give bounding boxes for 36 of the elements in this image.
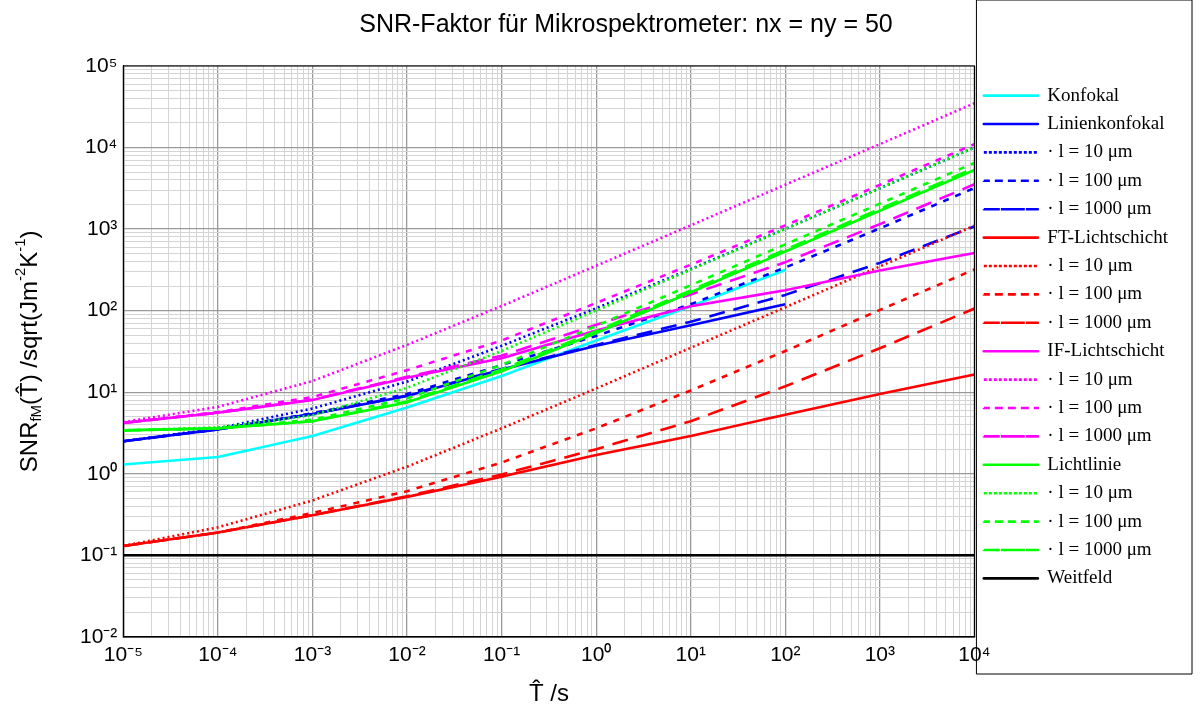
y-axis-title: SNRfM(T̂) /sqrt(Jm-2K-1)	[11, 230, 45, 473]
legend-label: · l = 100 μm	[1047, 509, 1143, 531]
legend-label: Konfokal	[1047, 83, 1120, 105]
y-tick-label: 10³	[86, 215, 118, 239]
legend-label: · l = 100 μm	[1047, 282, 1143, 304]
legend-label: · l = 100 μm	[1047, 168, 1143, 190]
legend-label: · l = 100 μm	[1047, 395, 1143, 417]
legend-label: Weitfeld	[1047, 566, 1113, 588]
x-tick-label: 10²	[770, 642, 801, 666]
legend-label: · l = 1000 μm	[1047, 537, 1152, 559]
y-tick-label: 10¹	[86, 378, 118, 402]
y-tick-label: 10⁰	[86, 460, 118, 484]
legend-label: · l = 1000 μm	[1047, 310, 1152, 332]
x-tick-label: 10⁻³	[293, 642, 332, 666]
y-tick-label: 10⁴	[84, 134, 118, 158]
legend-label: IF-Lichtschicht	[1047, 339, 1166, 361]
x-tick-label: 10⁻¹	[482, 642, 521, 666]
x-tick-label: 10⁻²	[388, 642, 426, 666]
legend-label: FT-Lichtschicht	[1047, 225, 1169, 247]
legend-label: · l = 1000 μm	[1047, 424, 1152, 446]
chart-title: SNR-Faktor für Mikrospektrometer: nx = ny = 50	[359, 8, 893, 37]
legend-label: · l = 10 μm	[1047, 253, 1133, 275]
legend-label: · l = 1000 μm	[1047, 197, 1152, 219]
y-tick-label: 10⁵	[85, 52, 118, 76]
legend-label: · l = 10 μm	[1047, 481, 1133, 503]
legend-label: · l = 10 μm	[1047, 140, 1133, 162]
legend-label: · l = 10 μm	[1047, 367, 1133, 389]
x-tick-label: 10⁰	[580, 642, 612, 666]
x-tick-label: 10¹	[675, 642, 706, 666]
legend-label: Linienkonfokal	[1047, 111, 1165, 133]
y-tick-label: 10²	[86, 297, 118, 321]
x-tick-label: 10³	[864, 642, 896, 666]
x-tick-label: 10⁻⁴	[198, 642, 238, 666]
x-axis-title: T̂ /s	[528, 678, 569, 706]
legend-label: Lichtlinie	[1047, 452, 1122, 474]
y-tick-label: 10⁻¹	[79, 542, 118, 566]
